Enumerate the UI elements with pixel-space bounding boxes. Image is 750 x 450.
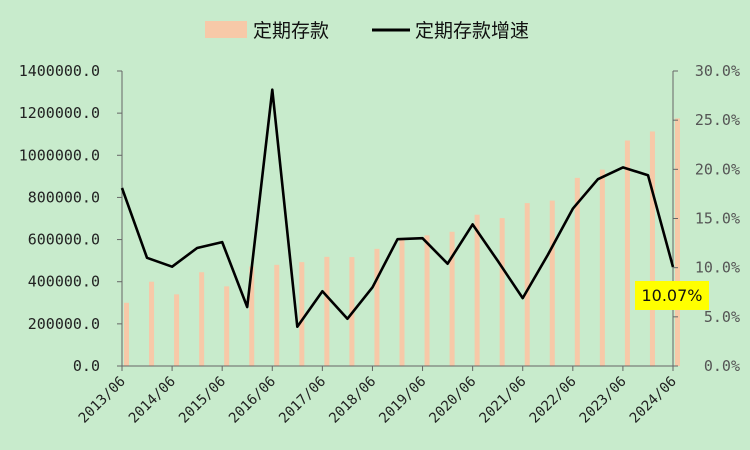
bar-2013-06 [124,302,129,366]
bar-2015-06 [224,286,230,366]
x-tick-label: 2018/06 [326,374,379,427]
left-tick-label: 600000.0 [28,231,100,249]
line-series [120,88,675,329]
x-tick-label: 2019/06 [376,374,429,427]
axes: 0.0 200000.0 400000.0 600000.0 800000.0 10000… [19,62,740,427]
left-tick-label: 1400000.0 [19,62,100,80]
bar-2013-12 [149,281,155,366]
bar-2024-06 [675,118,680,367]
right-tick-label: 25.0% [695,111,740,129]
x-tick-label: 2017/06 [276,374,329,427]
x-tick-label: 2015/06 [176,374,229,427]
value-callout: 10.07% [635,280,709,310]
right-tick-label: 10.0% [695,259,740,277]
legend: 定期存款 定期存款增速 [205,20,529,42]
right-tick-label: 0.0% [704,357,740,375]
bar-2018-12 [399,237,405,366]
callout-box [635,280,709,310]
bar-2022-12 [599,169,605,366]
bar-2021-12 [549,200,555,366]
callout-label: 10.07% [641,286,702,305]
right-tick-label: 5.0% [704,308,740,326]
x-tick-label: 2016/06 [226,374,279,427]
x-tick-label: 2014/06 [126,374,179,427]
bar-2020-12 [499,218,505,366]
right-tick-label: 20.0% [695,160,740,178]
bar-2015-12 [249,266,255,366]
bar-2021-06 [524,203,530,366]
left-tick-label: 400000.0 [28,273,100,291]
x-tick-label: 2013/06 [76,374,129,427]
bar-2016-06 [274,264,280,366]
bar-2020-06 [474,214,480,366]
bar-2023-06 [624,140,630,366]
bar-2023-12 [649,131,655,366]
left-tick-label: 200000.0 [28,315,100,333]
bar-2022-06 [574,177,580,366]
x-tick-label: 2021/06 [477,374,530,427]
x-tick-label: 2022/06 [527,374,580,427]
x-tick-label: 2020/06 [426,374,479,427]
left-tick-label: 800000.0 [28,188,100,206]
bar-2014-06 [174,294,180,366]
x-tick-label: 2024/06 [627,374,680,427]
x-tick-label: 2023/06 [577,374,630,427]
right-tick-label: 30.0% [695,62,740,80]
bar-2018-06 [374,248,380,366]
growth-line [120,88,675,329]
bar-2017-06 [324,256,330,366]
left-tick-label: 1000000.0 [19,146,100,164]
bar-2019-06 [424,235,430,366]
legend-label-deposit: 定期存款 [253,20,329,42]
bar-2014-12 [199,272,205,366]
legend-label-growth: 定期存款增速 [415,20,529,42]
left-tick-label: 1200000.0 [19,104,100,122]
bar-series [124,118,680,367]
right-tick-label: 15.0% [695,210,740,228]
legend-swatch-deposit-bar [205,21,247,38]
bar-2016-12 [299,262,305,366]
bar-2019-12 [449,231,455,366]
left-tick-label: 0.0 [73,357,100,375]
